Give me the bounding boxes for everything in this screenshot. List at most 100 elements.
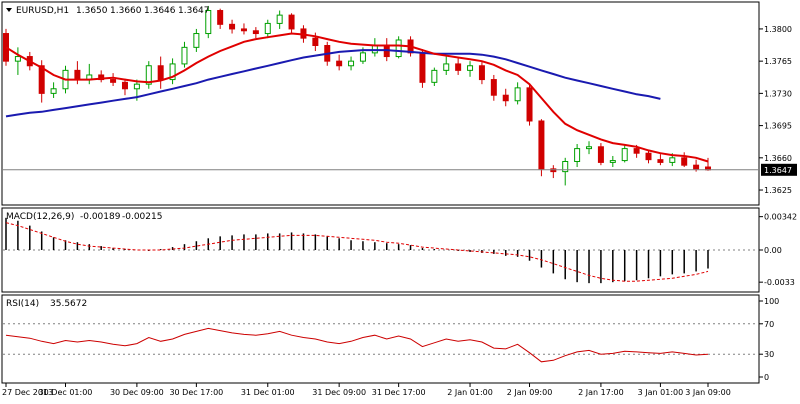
candle-body bbox=[693, 164, 700, 170]
candle-body bbox=[526, 87, 533, 122]
moving-average-fast-line bbox=[5, 32, 709, 163]
dropdown-triangle-icon[interactable] bbox=[6, 8, 12, 12]
macd-signal-line bbox=[5, 222, 709, 282]
low-value: 1.3646 bbox=[144, 6, 176, 16]
candle-body bbox=[288, 14, 295, 30]
candle-body bbox=[193, 33, 200, 48]
rsi-panel-frame bbox=[1, 294, 760, 384]
candle-body bbox=[205, 10, 212, 35]
price-tick-label: 1.3625 bbox=[764, 186, 792, 195]
candle-body bbox=[38, 65, 45, 94]
time-tick-label: 3 Jan 01:00 bbox=[638, 388, 684, 397]
symbol-label: EURUSD,H1 bbox=[16, 6, 69, 16]
close-value: 1.3647 bbox=[178, 6, 210, 16]
candle-body bbox=[264, 22, 271, 35]
candle-body bbox=[681, 157, 688, 166]
candle-body bbox=[490, 79, 497, 96]
candle-body bbox=[50, 88, 57, 94]
candle-body bbox=[395, 39, 402, 58]
candle-body bbox=[478, 65, 485, 81]
candle-body bbox=[348, 60, 355, 67]
axis-layer: 1.3800 1.3765 1.3730 1.3695 1.3660 1.3625 0.00… bbox=[2, 25, 797, 397]
rsi-tick-label: 0 bbox=[764, 373, 769, 382]
candle-body bbox=[467, 65, 474, 71]
rsi-layer bbox=[3, 323, 758, 363]
macd-tick-label: 0.00342 bbox=[764, 213, 797, 222]
macd-header: MACD(12,26,9) -0.00189 -0.00215 bbox=[6, 212, 162, 222]
candle-body bbox=[181, 46, 188, 65]
candle-body bbox=[514, 87, 521, 102]
candle-body bbox=[669, 157, 676, 163]
macd-layer bbox=[3, 217, 758, 284]
moving-average-slow-line bbox=[5, 49, 661, 118]
candle-body bbox=[443, 63, 450, 71]
candle-body bbox=[121, 81, 128, 90]
candle-body bbox=[609, 160, 616, 163]
candle-body bbox=[110, 79, 117, 83]
time-tick-label: 31 Dec 17:00 bbox=[372, 388, 426, 397]
current-price-tag: 1.3647 bbox=[761, 163, 797, 176]
time-tick-label: 2 Jan 09:00 bbox=[507, 388, 553, 397]
candle-body bbox=[169, 63, 176, 81]
current-price-label: 1.3647 bbox=[764, 166, 792, 175]
time-tick-label: 27 Dec 2013 bbox=[2, 388, 53, 397]
rsi-label: RSI(14) bbox=[6, 299, 39, 309]
candle-body bbox=[229, 23, 236, 30]
candle-body bbox=[133, 83, 140, 90]
time-tick-label: 3 Jan 09:00 bbox=[685, 388, 731, 397]
high-value: 1.3660 bbox=[110, 6, 142, 16]
open-value: 1.3650 bbox=[76, 6, 108, 16]
rsi-line bbox=[5, 327, 709, 363]
candle-body bbox=[455, 63, 462, 71]
macd-value-2: -0.00215 bbox=[122, 212, 162, 222]
rsi-tick-label: 70 bbox=[764, 320, 774, 329]
candle-body bbox=[502, 94, 509, 102]
price-tick-label: 1.3730 bbox=[764, 89, 792, 98]
candle-body bbox=[574, 148, 581, 162]
macd-value-1: -0.00189 bbox=[80, 212, 121, 222]
candle-body bbox=[145, 65, 152, 85]
candle-body bbox=[621, 148, 628, 162]
chart-header: EURUSD,H1 1.3650 1.3660 1.3646 1.3647 bbox=[6, 6, 210, 16]
time-tick-label: 30 Dec 17:00 bbox=[169, 388, 223, 397]
candle-body bbox=[562, 160, 569, 173]
candle-body bbox=[597, 146, 604, 163]
time-tick-label: 31 Dec 01:00 bbox=[241, 388, 295, 397]
time-tick-label: 30 Dec 01:00 bbox=[39, 388, 93, 397]
time-tick-label: 31 Dec 09:00 bbox=[312, 388, 366, 397]
price-tick-label: 1.3765 bbox=[764, 57, 792, 66]
rsi-tick-label: 30 bbox=[764, 350, 774, 359]
price-tick-label: 1.3800 bbox=[764, 25, 792, 34]
price-layer bbox=[3, 5, 758, 186]
price-tick-label: 1.3660 bbox=[764, 154, 792, 163]
macd-label: MACD(12,26,9) bbox=[6, 212, 74, 222]
macd-tick-label: -0.0033 bbox=[764, 278, 795, 287]
time-tick-label: 2 Jan 17:00 bbox=[578, 388, 624, 397]
price-tick-label: 1.3695 bbox=[764, 122, 792, 131]
current-price-box bbox=[761, 163, 797, 176]
candle-body bbox=[538, 120, 545, 170]
candle-body bbox=[645, 152, 652, 161]
candle-body bbox=[359, 52, 366, 62]
candle-body bbox=[276, 14, 283, 24]
macd-tick-label: 0.00 bbox=[764, 246, 782, 255]
rsi-header: RSI(14) 35.5672 bbox=[6, 299, 87, 309]
candle-body bbox=[217, 10, 224, 25]
time-tick-label: 2 Jan 01:00 bbox=[447, 388, 493, 397]
candle-body bbox=[336, 60, 343, 67]
candle-body bbox=[633, 148, 640, 154]
time-tick-label: 30 Dec 09:00 bbox=[110, 388, 164, 397]
candle-body bbox=[14, 56, 21, 62]
candle-body bbox=[431, 69, 438, 83]
candle-body bbox=[252, 30, 259, 35]
candle-body bbox=[586, 146, 593, 150]
price-panel-frame bbox=[1, 1, 760, 206]
rsi-value: 35.5672 bbox=[50, 299, 87, 309]
candle-body bbox=[240, 28, 247, 32]
candle-body bbox=[657, 159, 664, 163]
rsi-tick-label: 100 bbox=[764, 297, 779, 306]
candle-body bbox=[157, 65, 164, 81]
candle-body bbox=[74, 69, 81, 81]
